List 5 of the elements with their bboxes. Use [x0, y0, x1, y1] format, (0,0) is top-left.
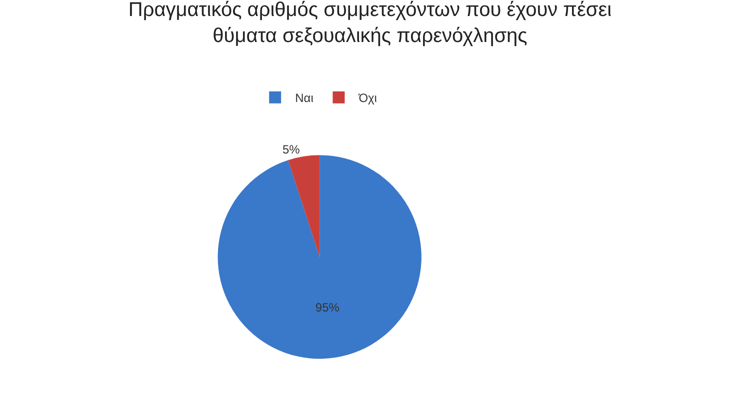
legend-label: Όχι: [358, 91, 378, 106]
legend-label: Ναι: [295, 91, 314, 106]
data-label: 5%: [282, 142, 300, 157]
chart-title: Πραγματικός αριθμός συμμετεχόντων που έχουν πέσει θύματα σεξουαλικής παρενόχλησης: [128, 0, 612, 47]
data-label: 95%: [315, 300, 340, 314]
